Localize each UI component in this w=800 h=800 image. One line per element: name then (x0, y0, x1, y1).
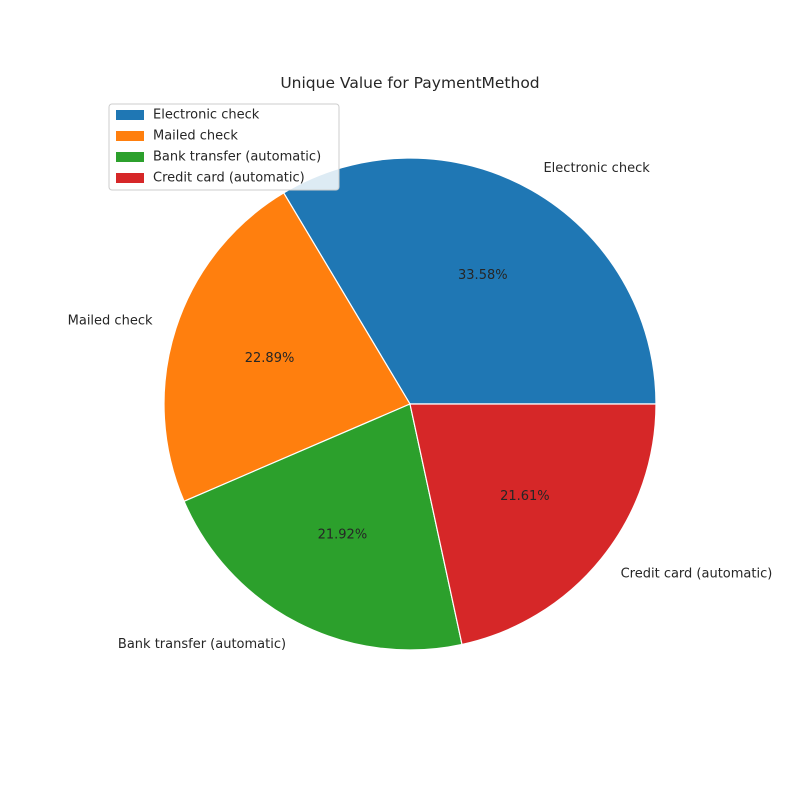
legend-label-credit-card-automatic: Credit card (automatic) (153, 171, 305, 186)
legend-label-electronic-check: Electronic check (153, 108, 260, 123)
slice-label-bank-transfer-automatic: Bank transfer (automatic) (118, 637, 286, 652)
slice-label-credit-card-automatic: Credit card (automatic) (621, 566, 773, 581)
pie-slice-electronic-check (282, 157, 657, 405)
pie-labels: Electronic check 33.58% Mailed check 22.89%… (68, 161, 773, 652)
slice-label-mailed-check: Mailed check (68, 313, 153, 328)
chart-title: Unique Value for PaymentMethod (280, 74, 539, 92)
pct-label-bank-transfer-automatic: 21.92% (318, 528, 368, 543)
pct-label-credit-card-automatic: 21.61% (500, 489, 550, 504)
slice-label-electronic-check: Electronic check (543, 161, 650, 176)
pie-slice-credit-card-automatic (409, 403, 657, 646)
legend-label-bank-transfer-automatic: Bank transfer (automatic) (153, 150, 321, 165)
legend-swatch-bank-transfer-automatic (116, 152, 144, 162)
legend-frame (108, 103, 340, 191)
pie-slice-mailed-check (163, 192, 411, 503)
legend-label-mailed-check: Mailed check (153, 129, 238, 144)
legend-swatch-electronic-check (116, 110, 144, 120)
legend-swatch-mailed-check (116, 131, 144, 141)
legend-swatch-credit-card-automatic (116, 173, 144, 183)
pie-slices (163, 157, 657, 651)
legend: Electronic check Mailed check Bank transfe… (108, 103, 340, 191)
pct-label-mailed-check: 22.89% (245, 351, 295, 366)
pct-label-electronic-check: 33.58% (458, 268, 508, 283)
pie-slice-bank-transfer-automatic (183, 403, 463, 651)
